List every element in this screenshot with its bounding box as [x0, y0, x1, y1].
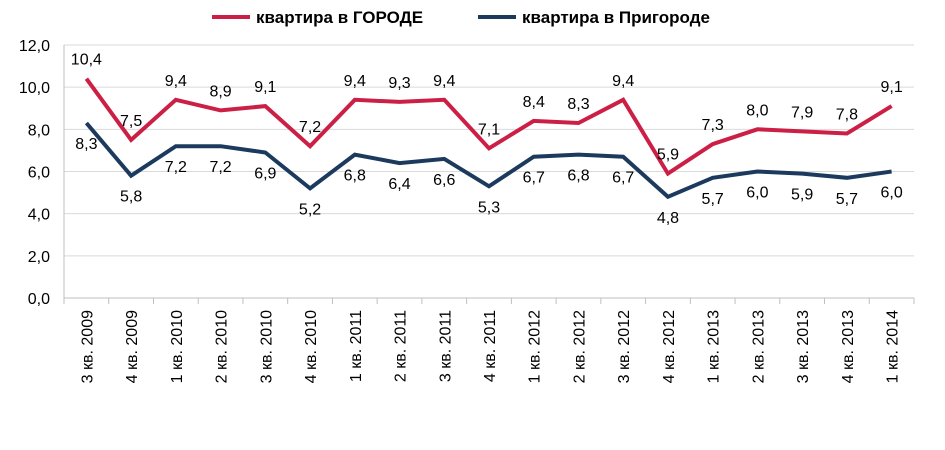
x-tick-label: 1 кв. 2011: [348, 310, 365, 382]
x-tick-label: 2 кв. 2012: [571, 310, 588, 383]
data-label-suburb: 7,2: [209, 159, 231, 176]
data-label-city: 10,4: [71, 52, 102, 69]
data-label-city: 8,3: [567, 96, 589, 113]
data-label-suburb: 6,8: [567, 168, 589, 185]
data-label-suburb: 6,4: [388, 176, 410, 193]
legend-label-city: квартира в ГОРОДЕ: [256, 8, 423, 27]
data-label-suburb: 6,0: [881, 185, 903, 202]
data-label-suburb: 8,3: [75, 136, 97, 153]
data-label-city: 9,1: [254, 79, 276, 96]
x-tick-label: 4 кв. 2011: [482, 310, 499, 382]
data-label-suburb: 6,7: [612, 170, 634, 187]
data-label-city: 7,1: [478, 121, 500, 138]
x-tick-label: 3 кв. 2009: [79, 310, 96, 383]
series-line-city: [84, 77, 893, 177]
y-tick-label: 4,0: [28, 207, 50, 224]
x-tick-label: 3 кв. 2013: [795, 310, 812, 383]
x-tick-label: 3 кв. 2010: [258, 310, 275, 383]
data-label-suburb: 4,8: [657, 210, 679, 227]
x-tick-label: 4 кв. 2012: [661, 310, 678, 383]
y-tick-label: 10,0: [19, 80, 50, 97]
data-label-suburb: 6,6: [433, 172, 455, 189]
data-label-city: 9,4: [433, 73, 455, 90]
x-tick-label: 1 кв. 2014: [885, 310, 902, 383]
data-label-suburb: 5,9: [791, 187, 813, 204]
x-tick-label: 1 кв. 2012: [527, 310, 544, 383]
data-label-suburb: 5,7: [702, 191, 724, 208]
data-label-city: 7,9: [791, 104, 813, 121]
data-label-city: 5,9: [657, 147, 679, 164]
x-tick-label: 4 кв. 2010: [303, 310, 320, 383]
y-tick-label: 12,0: [19, 38, 50, 55]
x-tick-label: 3 кв. 2011: [437, 310, 454, 382]
x-tick-label: 4 кв. 2009: [124, 310, 141, 383]
x-tick-label: 2 кв. 2010: [214, 310, 231, 383]
x-tick-label: 2 кв. 2011: [393, 310, 410, 382]
y-tick-label: 2,0: [28, 249, 50, 266]
y-tick-label: 8,0: [28, 122, 50, 139]
y-tick-label: 0,0: [28, 291, 50, 308]
y-tick-label: 6,0: [28, 165, 50, 182]
x-tick-label: 3 кв. 2012: [616, 310, 633, 383]
data-label-city: 9,4: [612, 73, 634, 90]
data-label-suburb: 5,7: [836, 191, 858, 208]
data-label-city: 7,2: [299, 119, 321, 136]
x-tick-label: 2 кв. 2013: [750, 310, 767, 383]
data-label-suburb: 6,8: [344, 168, 366, 185]
data-label-city: 8,0: [746, 102, 768, 119]
data-label-city: 7,5: [120, 113, 142, 130]
x-tick-label: 1 кв. 2013: [706, 310, 723, 383]
data-label-suburb: 6,0: [746, 185, 768, 202]
data-label-city: 7,8: [836, 107, 858, 124]
data-label-suburb: 6,9: [254, 166, 276, 183]
legend-label-suburb: квартира в Пригороде: [522, 8, 710, 27]
data-label-city: 7,3: [702, 117, 724, 134]
data-label-city: 9,4: [165, 73, 187, 90]
data-label-city: 9,3: [388, 75, 410, 92]
series-line-suburb: [84, 121, 892, 200]
data-label-suburb: 7,2: [165, 159, 187, 176]
data-label-city: 8,9: [209, 83, 231, 100]
x-tick-label: 1 кв. 2010: [169, 310, 186, 383]
data-label-suburb: 5,2: [299, 201, 321, 218]
x-tick-label: 4 кв. 2013: [840, 310, 857, 383]
data-label-suburb: 5,3: [478, 199, 500, 216]
data-label-city: 8,4: [523, 94, 545, 111]
data-label-suburb: 5,8: [120, 189, 142, 206]
data-label-suburb: 6,7: [523, 170, 545, 187]
data-label-city: 9,1: [881, 79, 903, 96]
data-label-city: 9,4: [344, 73, 366, 90]
